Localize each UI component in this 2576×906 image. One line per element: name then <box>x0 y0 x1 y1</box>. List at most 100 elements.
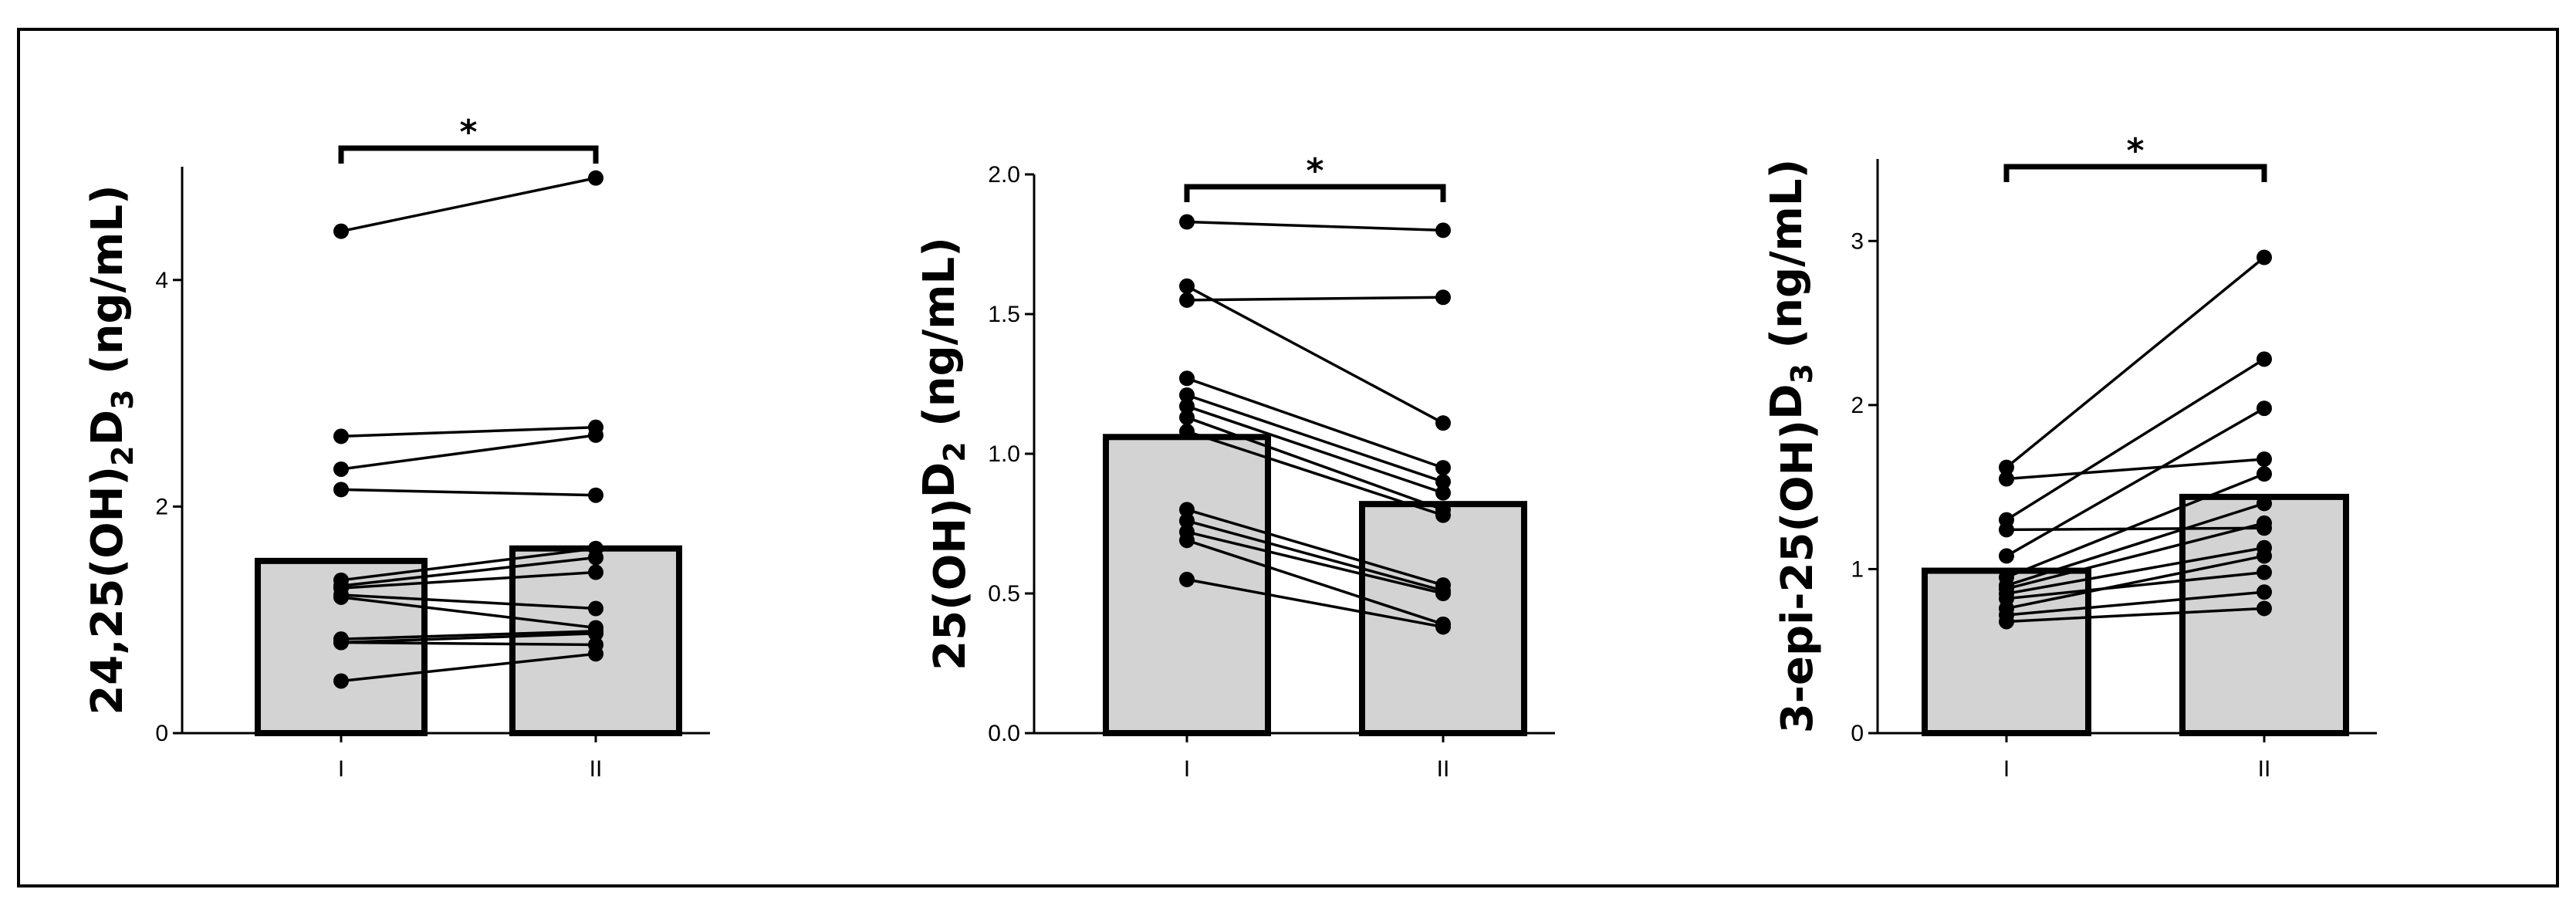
paired-line <box>340 596 597 630</box>
paired-line <box>2006 407 2265 557</box>
paired-line <box>1186 296 1444 302</box>
data-point-II <box>1435 460 1451 476</box>
paired-line <box>1186 416 1444 512</box>
y-tick-label: 0 <box>1851 721 1864 746</box>
y-axis-label-text: (ng/mL) <box>914 237 965 441</box>
paired-line <box>340 434 597 471</box>
data-point-II <box>2257 495 2272 512</box>
data-point-II <box>588 625 603 641</box>
x-category-label: I <box>338 756 344 782</box>
data-point-I <box>333 482 349 498</box>
data-point-I <box>1179 387 1195 403</box>
x-category-label: II <box>2258 756 2271 782</box>
data-point-I <box>333 673 349 689</box>
paired-line <box>1186 220 1444 232</box>
data-point-II <box>588 170 603 186</box>
paired-line <box>340 488 597 497</box>
y-tick-label: 0.0 <box>988 721 1020 746</box>
figure-frame <box>17 28 2559 887</box>
data-point-II <box>2257 600 2272 617</box>
data-point-II <box>1435 586 1451 601</box>
paired-line <box>340 630 597 641</box>
data-point-II <box>2257 401 2272 417</box>
paired-line <box>340 593 597 610</box>
paired-line <box>2006 570 2265 600</box>
y-axis-label-text: 24,25(OH) <box>83 466 133 715</box>
paired-line <box>2005 256 2266 468</box>
y-axis-label-subscript: 2 <box>106 445 140 465</box>
chart-panel-B: 0.00.51.01.52.0I II*25(OH)D2 (ng/mL) <box>914 151 1555 782</box>
paired-line <box>1186 530 1444 595</box>
paired-line <box>340 570 597 590</box>
data-point-I <box>333 461 349 477</box>
y-tick-label: 3 <box>1851 228 1864 254</box>
paired-line <box>2006 522 2265 590</box>
paired-line <box>2006 607 2265 624</box>
significance-bracket <box>2003 164 2267 182</box>
data-point-I <box>1999 459 2014 475</box>
data-point-I <box>1179 214 1195 230</box>
data-point-II <box>1435 289 1451 306</box>
paired-line <box>1186 578 1444 629</box>
data-point-II <box>1435 222 1451 238</box>
data-point-I <box>333 428 349 445</box>
paired-line <box>2006 546 2265 596</box>
y-tick-label: 0 <box>155 721 168 746</box>
data-point-II <box>588 549 603 566</box>
y-tick-label: 2 <box>155 494 168 519</box>
y-axis-label-text: 3-epi-25(OH) <box>1773 420 1823 733</box>
paired-line <box>340 546 597 582</box>
data-point-I <box>1179 292 1195 308</box>
y-axis-label-subscript: 2 <box>938 441 972 461</box>
y-axis-label-subscript: 3 <box>1785 363 1819 384</box>
data-point-II <box>588 646 603 662</box>
significance-marker: * <box>459 113 477 152</box>
data-point-I <box>1179 512 1195 529</box>
paired-line <box>340 641 597 647</box>
data-point-II <box>2257 451 2272 468</box>
paired-line <box>340 652 597 683</box>
data-point-II <box>2257 584 2272 600</box>
y-tick-label: 2.0 <box>988 162 1020 188</box>
paired-line <box>1186 404 1444 495</box>
y-tick-label: 1.5 <box>988 302 1020 327</box>
data-point-I <box>1179 532 1195 549</box>
paired-line <box>1186 377 1444 469</box>
data-point-II <box>1435 485 1451 501</box>
y-axis-label-text: D <box>1762 384 1812 419</box>
paired-line <box>340 556 597 587</box>
y-tick-label: 2 <box>1851 393 1864 418</box>
x-category-label: II <box>590 756 603 782</box>
y-axis-label: 24,25(OH)2D3 (ng/mL) <box>83 184 140 715</box>
paired-line <box>340 176 597 233</box>
y-axis-label-text: 25(OH) <box>925 498 975 671</box>
data-point-II <box>2257 351 2272 367</box>
y-axis-label-text: (ng/mL) <box>1762 159 1812 363</box>
paired-line <box>340 632 597 644</box>
data-point-II <box>2257 564 2272 580</box>
paired-line <box>2006 590 2265 617</box>
significance-marker: * <box>2126 131 2144 171</box>
y-axis-label-text: (ng/mL) <box>83 184 133 389</box>
paired-line <box>1186 508 1444 587</box>
data-point-I <box>1179 398 1195 414</box>
data-point-II <box>588 427 603 443</box>
data-point-I <box>1179 409 1195 425</box>
data-point-II <box>588 600 603 617</box>
data-point-I <box>1999 548 2014 564</box>
paired-line <box>1186 394 1444 483</box>
data-point-II <box>588 487 603 503</box>
paired-line <box>2006 357 2265 522</box>
data-point-I <box>1179 424 1195 440</box>
data-point-I <box>1179 571 1195 587</box>
data-point-I <box>333 634 349 651</box>
data-point-II <box>2257 515 2272 531</box>
data-point-I <box>1179 502 1195 518</box>
paired-line <box>340 425 597 438</box>
paired-line <box>2006 458 2265 481</box>
data-point-II <box>2257 466 2272 482</box>
data-point-I <box>1999 471 2014 487</box>
x-category-label: I <box>1184 756 1190 782</box>
